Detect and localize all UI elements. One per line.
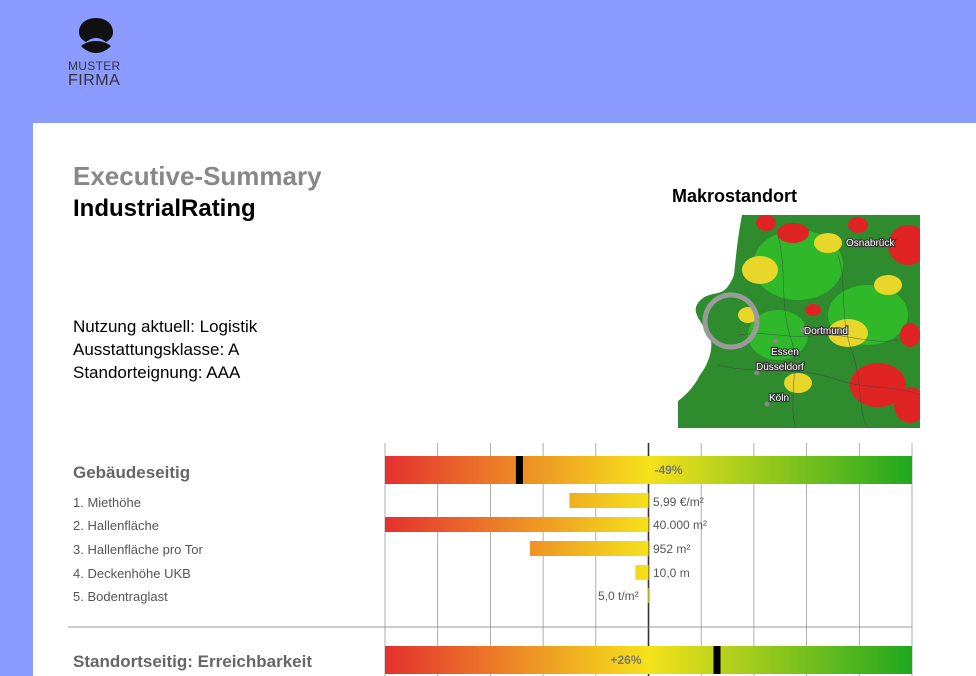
map-city-label: Osnabrück	[846, 238, 895, 249]
map-city-label: Köln	[769, 393, 789, 404]
criterion-label: 4. Deckenhöhe UKB	[73, 566, 191, 581]
score-gradient-bar	[385, 456, 912, 484]
property-info: Nutzung aktuell: Logistik Ausstattungskl…	[73, 315, 257, 384]
logo-text-line2: FIRMA	[68, 72, 121, 89]
map-city-label: Dortmund	[804, 326, 848, 337]
info-equipment-class: Ausstattungsklasse: A	[73, 340, 240, 359]
info-location-suitability: Standorteignung: AAA	[73, 363, 241, 382]
criterion-value: 40.000 m²	[653, 518, 708, 532]
criterion-bar	[529, 541, 649, 556]
page-title: Executive-Summary	[73, 161, 322, 191]
criterion-value: 5,99 €/m²	[653, 495, 704, 509]
score-label: -49%	[654, 463, 682, 477]
score-marker	[713, 646, 721, 674]
macro-location-map: Osnabrück Dortmund Essen Düsseldorf Köln	[678, 215, 920, 428]
report-sheet: Executive-Summary IndustrialRating Nutzu…	[33, 123, 976, 676]
criterion-label: 5. Bodentraglast	[73, 589, 168, 604]
criterion-value: 10,0 m	[653, 566, 690, 580]
criterion-label: 2. Hallenfläche	[73, 518, 159, 533]
info-usage: Nutzung aktuell: Logistik	[73, 317, 258, 336]
map-city-label: Düsseldorf	[756, 362, 804, 373]
logo-text-line1: MUSTER	[68, 59, 121, 73]
score-gradient-bar	[385, 646, 912, 674]
criterion-value: 952 m²	[653, 542, 691, 556]
page-subtitle: IndustrialRating	[73, 195, 256, 222]
criterion-bar	[385, 517, 649, 532]
logo-icon	[79, 18, 113, 53]
section-title-location: Standortseitig: Erreichbarkeit	[73, 652, 313, 671]
criterion-bar	[635, 565, 649, 580]
map-city-label: Essen	[771, 347, 799, 358]
rating-chart: -49% +26%	[68, 443, 913, 676]
score-marker	[515, 456, 523, 484]
criterion-bar	[569, 493, 649, 508]
company-logo: MUSTER FIRMA	[68, 16, 128, 89]
criterion-label: 3. Hallenfläche pro Tor	[73, 542, 203, 557]
criterion-bar	[647, 588, 649, 603]
score-label: +26%	[610, 653, 641, 667]
map-title: Makrostandort	[672, 186, 798, 206]
criterion-value: 5,0 t/m²	[598, 589, 639, 603]
criterion-label: 1. Miethöhe	[73, 495, 141, 510]
section-title-building: Gebäudeseitig	[73, 463, 191, 482]
